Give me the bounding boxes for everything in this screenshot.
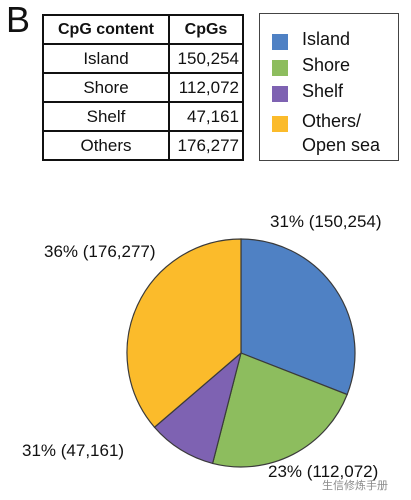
slice-label-others: 36% (176,277) [44, 242, 156, 261]
legend-swatch-shore [272, 60, 288, 76]
panel-letter: B [6, 0, 31, 40]
pie-slice-island [240, 238, 356, 396]
legend-label-island: Island [302, 29, 351, 49]
slice-label-island: 31% (150,254) [270, 212, 382, 231]
table-row: Shelf 47,161 [42, 101, 244, 132]
slice-label-shelf: 31% (47,161) [22, 441, 125, 460]
slice-label-shore: 23% (112,072) [268, 462, 379, 481]
table-cell-count: 112,072 [168, 72, 244, 103]
table-cell-category: Shelf [42, 101, 170, 132]
pie-slice-others [126, 238, 242, 429]
legend-label-shelf: Shelf [302, 81, 344, 101]
table-row: Island 150,254 [42, 43, 244, 74]
watermark: 生信修炼手册 [322, 480, 388, 492]
pie-slice-shore [211, 352, 348, 468]
table-row: Others 176,277 [42, 130, 244, 161]
table-cell-count: 176,277 [168, 130, 244, 161]
legend-swatch-others [272, 116, 288, 132]
table-cell-count: 47,161 [168, 101, 244, 132]
column-header-cpgs: CpGs [168, 14, 244, 45]
table-header-row: CpG content CpGs [42, 14, 244, 45]
table-cell-category: Others [42, 130, 170, 161]
table-cell-count: 150,254 [168, 43, 244, 74]
chart-legend: Island Shore Shelf Others/ Open sea [259, 13, 399, 161]
cpg-content-table: CpG content CpGs Island 150,254 Shore 11… [42, 14, 244, 161]
legend-swatch-island [272, 34, 288, 50]
table-cell-category: Island [42, 43, 170, 74]
table-cell-category: Shore [42, 72, 170, 103]
column-header-cpg-content: CpG content [42, 14, 170, 45]
legend-label-shore: Shore [302, 55, 351, 75]
legend-swatch-shelf [272, 86, 288, 102]
table-row: Shore 112,072 [42, 72, 244, 103]
legend-label-others: Others/ Open sea [302, 111, 381, 155]
